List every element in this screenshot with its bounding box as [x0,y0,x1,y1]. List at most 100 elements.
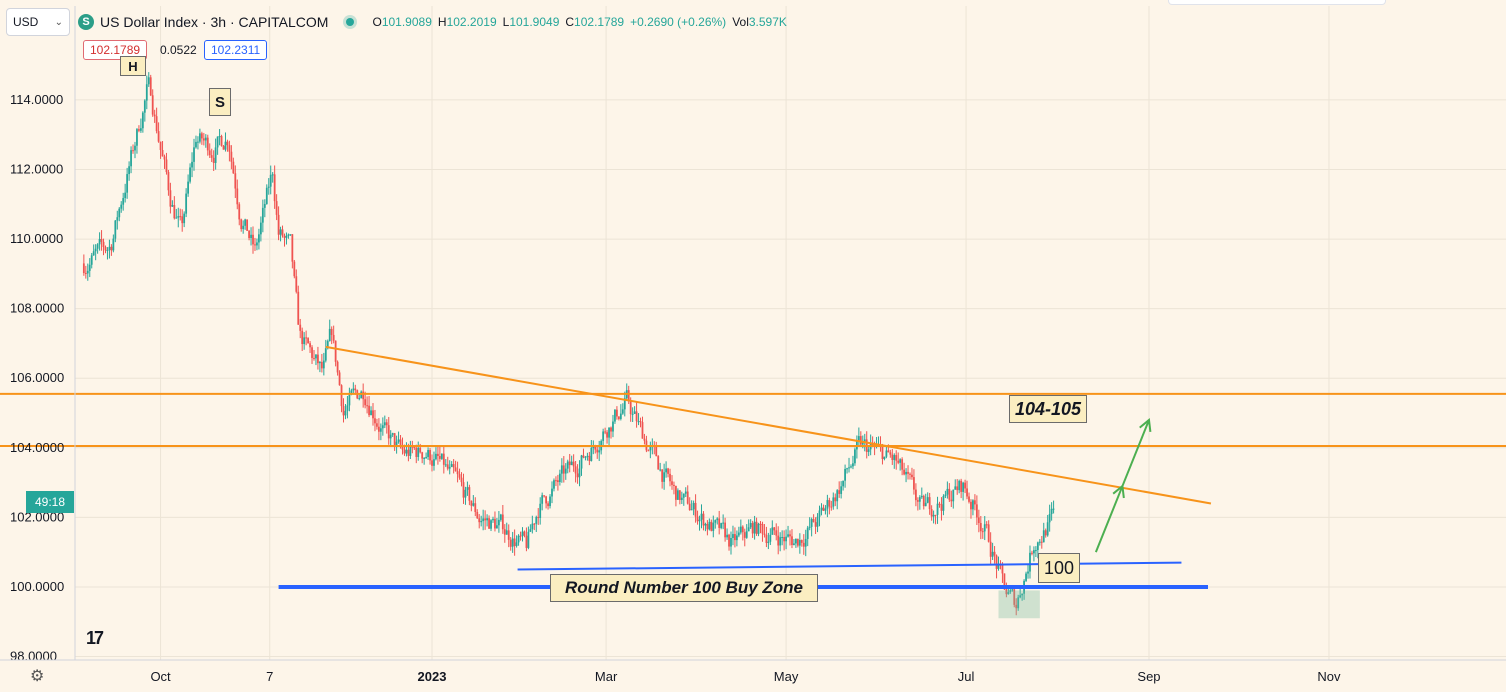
close-value: 102.1789 [574,15,625,29]
candle-body [761,523,764,534]
candle-body [391,433,394,435]
candle-body [623,398,626,410]
candle-body [610,427,612,432]
candle-body [926,497,929,503]
candle-body [378,426,380,432]
candle-body [913,477,915,490]
candle-body [850,466,852,468]
candle-body [407,449,410,456]
drawing-lines[interactable] [0,345,1506,619]
candle-body [324,348,327,361]
change-value: +0.2690 (+0.26%) [630,15,727,29]
candle-body [842,480,845,487]
candle-body [442,453,445,465]
candle-body [997,564,1000,569]
candle-body [397,439,400,442]
level-100-label[interactable]: 100 [1038,553,1080,583]
candle-body [663,472,666,482]
candle-body [665,468,667,473]
sell-price-button[interactable]: 102.1789 [83,40,148,60]
candle-body [433,459,435,466]
candle-body [899,459,902,463]
candle-body [859,436,862,445]
candle-body [946,488,949,495]
candle-body [114,220,117,239]
candle-body [922,495,925,507]
candle-body [368,405,370,416]
candle-body [252,234,254,245]
candle-body [598,450,601,453]
candle-body [499,514,502,520]
candle-body [718,518,721,528]
candle-body [1034,550,1037,552]
candle-body [714,520,717,523]
candle-body [228,145,231,152]
candle-body [857,436,860,442]
candle-body [914,489,917,501]
chart-title[interactable]: US Dollar Index · 3h · CAPITALCOM [100,14,329,30]
candle-body [989,541,992,557]
candle-body [413,447,416,449]
settings-gear-icon[interactable]: ⚙ [30,668,45,685]
buy-price-button[interactable]: 102.2311 [204,40,268,60]
candle-body [936,503,939,515]
candle-body [110,246,113,251]
candle-body [635,411,638,422]
open-value: 101.9089 [381,15,432,29]
candle-body [210,155,213,158]
candle-body [293,261,296,277]
candle-body [560,465,563,474]
candle-body [594,445,597,450]
candle-body [425,456,428,458]
candle-body [751,523,754,534]
candle-body [401,444,404,450]
candle-body [889,452,892,455]
candle-body [258,234,260,243]
candle-body [177,216,180,218]
candle-body [1021,593,1024,596]
candle-body [539,503,542,518]
candle-body [684,491,687,494]
candle-body [991,551,994,557]
candle-body [1005,589,1008,595]
candle-body [523,531,526,536]
candle-body [602,431,605,441]
candle-body [204,137,207,141]
candle-body [920,495,923,498]
tradingview-logo[interactable]: 17 [86,628,104,648]
buy-zone-label[interactable]: Round Number 100 Buy Zone [550,574,818,602]
candle-body [606,432,608,438]
candle-body [1044,530,1047,536]
candle-body [735,535,738,541]
candle-body [1003,573,1006,590]
candle-body [295,276,298,292]
candle-body [120,204,123,209]
candle-body [564,468,567,474]
candle-body [271,174,274,176]
candle-body [1033,550,1035,554]
candle-body [830,506,833,508]
candle-body [1015,604,1018,609]
candle-body [720,523,723,528]
target-label[interactable]: 104-105 [1009,395,1087,423]
candle-body [716,518,719,521]
candle-body [940,504,943,511]
candle-body [242,225,245,230]
candle-body [387,425,390,439]
candle-body [547,503,549,507]
candle-body [1017,597,1020,609]
candle-body [256,242,258,246]
candle-body [342,406,345,416]
candle-body [521,531,524,537]
candle-body [440,453,443,459]
candle-body [966,488,968,497]
currency-select[interactable]: USD ⌄ [6,8,70,36]
candle-body [975,504,978,518]
candle-body [167,171,170,191]
candle-body [580,455,583,469]
candle-body [277,214,280,235]
candle-body [334,340,337,362]
candle-body [273,174,276,202]
candle-body [621,409,624,414]
candle-body [533,523,536,525]
